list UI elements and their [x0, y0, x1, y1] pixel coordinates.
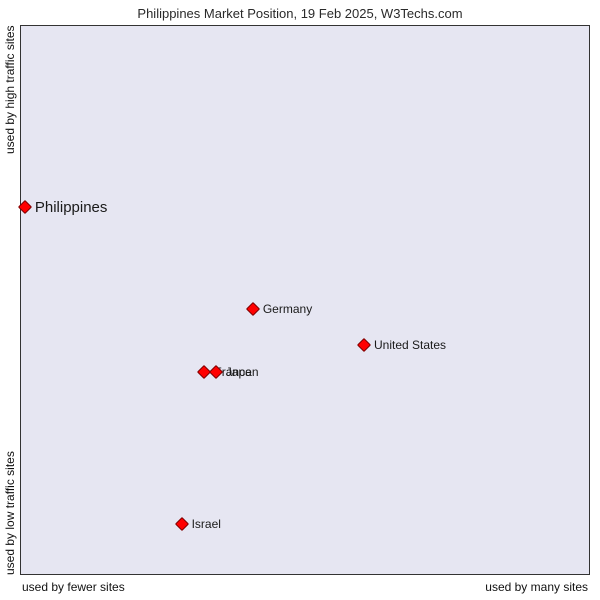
- diamond-icon: [246, 302, 260, 316]
- point-label: Japan: [226, 365, 259, 379]
- data-point: United States: [359, 336, 446, 354]
- x-axis-label-right: used by many sites: [485, 580, 588, 594]
- diamond-icon: [175, 516, 189, 530]
- plot-area: Philippines Germany United States FranceJap…: [20, 25, 590, 575]
- point-label: United States: [374, 338, 446, 352]
- y-axis-label-top: used by high traffic sites: [3, 25, 17, 300]
- data-point: France: [199, 364, 251, 382]
- point-label: Philippines: [35, 199, 108, 216]
- data-point: Israel: [177, 515, 221, 533]
- point-label: France: [214, 365, 251, 379]
- diamond-icon: [197, 365, 211, 379]
- x-axis-label-left: used by fewer sites: [22, 580, 125, 594]
- chart-container: Philippines Market Position, 19 Feb 2025…: [0, 0, 600, 600]
- point-label: Germany: [263, 302, 312, 316]
- data-point: Japan: [211, 364, 259, 382]
- data-point: Germany: [248, 300, 312, 318]
- diamond-icon: [209, 365, 223, 379]
- chart-title: Philippines Market Position, 19 Feb 2025…: [0, 6, 600, 21]
- diamond-icon: [357, 338, 371, 352]
- data-point: Philippines: [20, 199, 108, 217]
- y-axis-label-bottom: used by low traffic sites: [3, 300, 17, 575]
- point-label: Israel: [192, 517, 221, 531]
- diamond-icon: [18, 200, 32, 214]
